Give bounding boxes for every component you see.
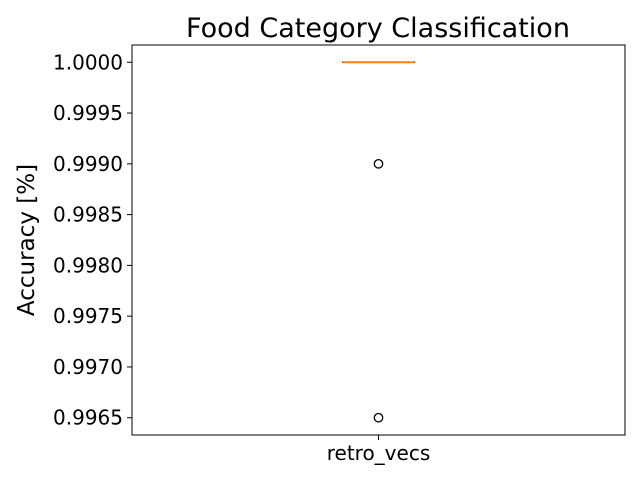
plot-area-frame <box>131 44 626 436</box>
x-axis-ticks: retro_vecs <box>327 435 431 465</box>
y-tick-label: 0.9975 <box>53 304 123 328</box>
y-tick-label: 0.9980 <box>53 253 123 277</box>
y-axis-ticks: 0.9965 0.9970 0.9975 0.9980 0.9985 0.9990 0.99… <box>53 50 132 430</box>
y-tick-label: 0.9965 <box>53 406 123 430</box>
y-axis-label: Accuracy [%] <box>14 164 40 316</box>
outlier-point <box>373 412 384 423</box>
box-plot-marks <box>341 61 416 423</box>
x-tick-label: retro_vecs <box>327 441 431 465</box>
y-tick-label: 0.9995 <box>53 101 123 125</box>
y-tick-label: 1.0000 <box>53 50 123 74</box>
outlier-point <box>373 158 384 169</box>
y-tick-label: 0.9990 <box>53 152 123 176</box>
chart-title: Food Category Classification <box>186 13 570 44</box>
y-tick-label: 0.9970 <box>53 355 123 379</box>
y-tick-label: 0.9985 <box>53 203 123 227</box>
